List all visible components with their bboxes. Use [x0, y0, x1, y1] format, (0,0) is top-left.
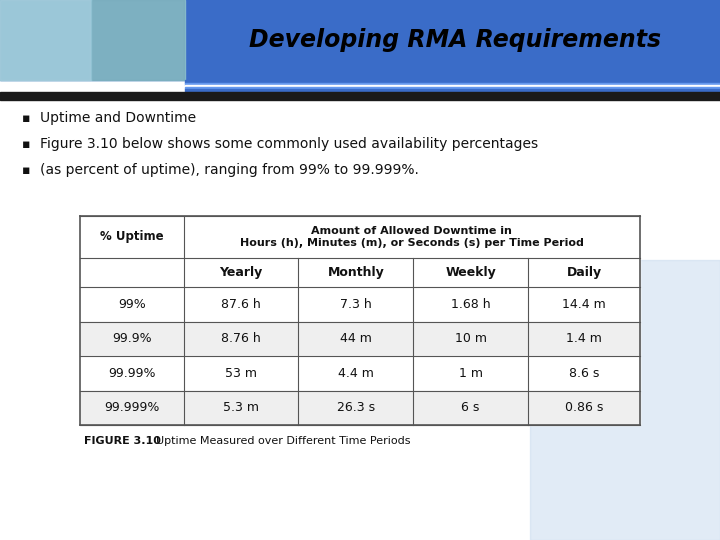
Text: Uptime Measured over Different Time Periods: Uptime Measured over Different Time Peri…	[142, 436, 410, 446]
Text: Monthly: Monthly	[328, 266, 384, 279]
Bar	[185, 85, 720, 87]
Text: 10 m: 10 m	[454, 332, 487, 345]
Text: FIGURE 3.10: FIGURE 3.10	[84, 436, 161, 446]
Bar	[80, 390, 640, 425]
Bar	[0, 0, 90, 80]
Text: 99.999%: 99.999%	[104, 401, 160, 414]
Text: % Uptime: % Uptime	[100, 231, 163, 244]
Bar	[80, 216, 640, 425]
Text: ▪: ▪	[22, 111, 30, 125]
Text: 6 s: 6 s	[462, 401, 480, 414]
Text: Figure 3.10 below shows some commonly used availability percentages: Figure 3.10 below shows some commonly us…	[40, 137, 538, 151]
Bar	[80, 287, 640, 321]
Text: 53 m: 53 m	[225, 367, 257, 380]
Text: (as percent of uptime), ranging from 99% to 99.999%.: (as percent of uptime), ranging from 99%…	[40, 163, 419, 177]
Bar	[92, 0, 184, 80]
Text: 0.86 s: 0.86 s	[564, 401, 603, 414]
Bar	[185, 89, 720, 92]
Text: ▪: ▪	[22, 138, 30, 151]
Text: Daily: Daily	[567, 266, 602, 279]
Text: 1.68 h: 1.68 h	[451, 298, 490, 311]
Bar	[530, 260, 720, 540]
Bar	[0, 0, 720, 80]
Text: 44 m: 44 m	[340, 332, 372, 345]
Text: Developing RMA Requirements: Developing RMA Requirements	[249, 28, 661, 52]
Bar	[185, 87, 720, 89]
Text: ▪: ▪	[22, 164, 30, 177]
Text: 1.4 m: 1.4 m	[566, 332, 602, 345]
Text: 14.4 m: 14.4 m	[562, 298, 606, 311]
Text: Yearly: Yearly	[220, 266, 263, 279]
Bar	[80, 321, 640, 356]
Text: 4.4 m: 4.4 m	[338, 367, 374, 380]
Text: 99.9%: 99.9%	[112, 332, 152, 345]
Bar	[0, 0, 92, 80]
Bar	[0, 0, 185, 80]
Bar	[0, 92, 720, 100]
Text: 7.3 h: 7.3 h	[340, 298, 372, 311]
Text: 99%: 99%	[118, 298, 145, 311]
Text: 87.6 h: 87.6 h	[221, 298, 261, 311]
Bar	[185, 80, 720, 83]
Text: Weekly: Weekly	[445, 266, 496, 279]
Text: Amount of Allowed Downtime in
Hours (h), Minutes (m), or Seconds (s) per Time Pe: Amount of Allowed Downtime in Hours (h),…	[240, 226, 584, 248]
Text: 1 m: 1 m	[459, 367, 482, 380]
Text: 5.3 m: 5.3 m	[223, 401, 259, 414]
Text: Uptime and Downtime: Uptime and Downtime	[40, 111, 196, 125]
Bar	[80, 356, 640, 390]
Text: 8.76 h: 8.76 h	[221, 332, 261, 345]
Bar	[185, 83, 720, 85]
Text: 99.99%: 99.99%	[108, 367, 156, 380]
Text: 8.6 s: 8.6 s	[569, 367, 599, 380]
Text: 26.3 s: 26.3 s	[337, 401, 375, 414]
